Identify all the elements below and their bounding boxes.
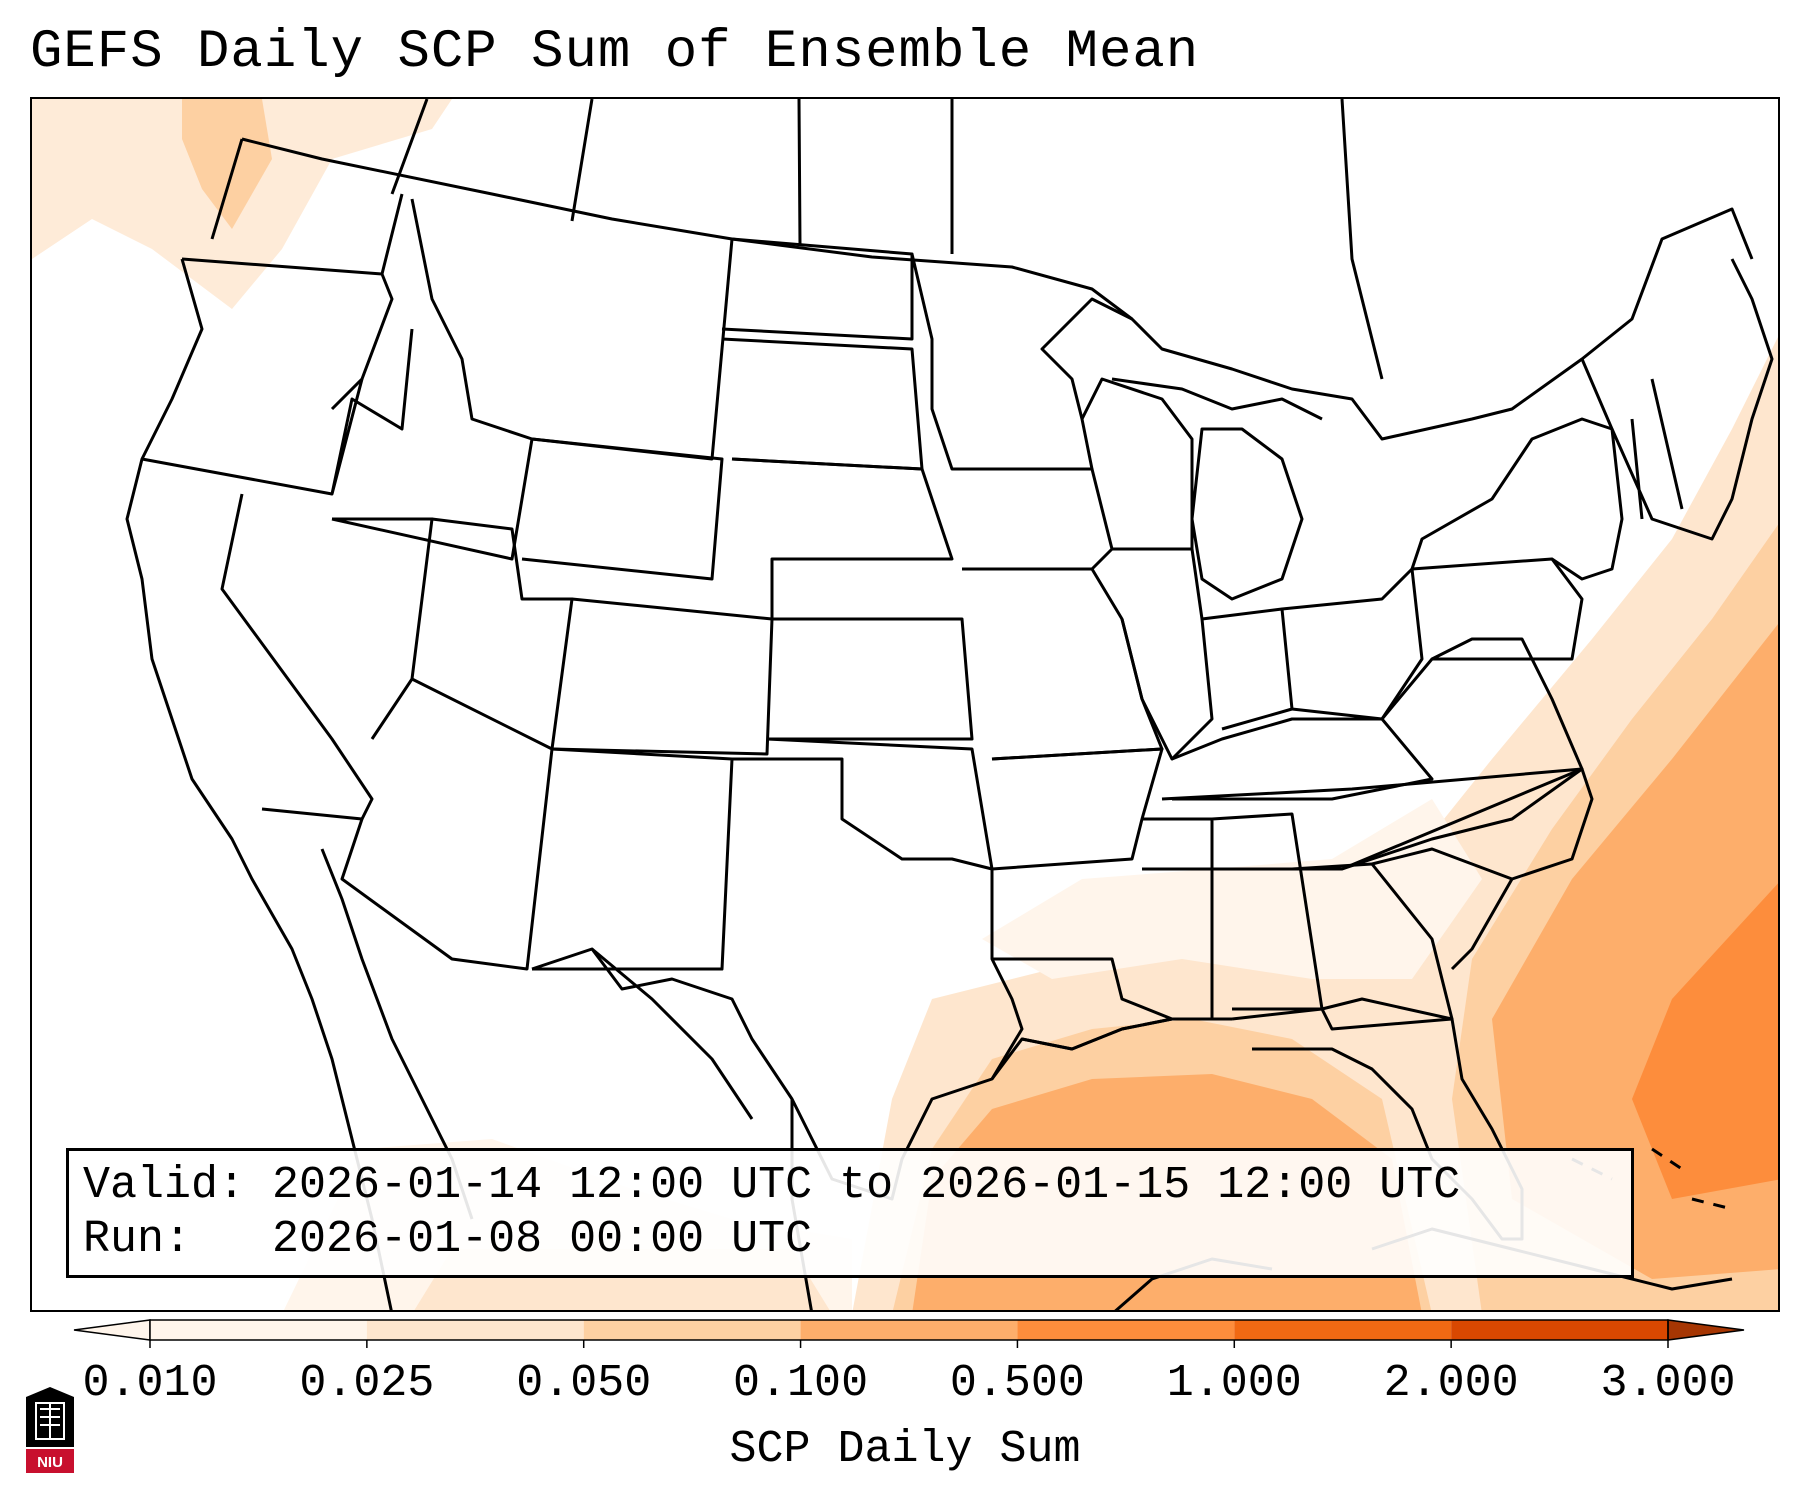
gulf-coast	[990, 1017, 1232, 1080]
oregon-idaho	[141, 328, 414, 496]
valid-label: Valid:	[83, 1160, 246, 1211]
north-carolina	[1341, 767, 1594, 881]
colorbar-segment	[1017, 1320, 1235, 1340]
valid-line: Valid: 2026-01-14 12:00 UTC to 2026-01-1…	[83, 1159, 1617, 1213]
colorbar-segment	[1451, 1320, 1668, 1340]
nebraska	[731, 457, 954, 619]
colorbar-segment	[1234, 1320, 1452, 1340]
kentucky	[1171, 717, 1434, 801]
new-mexico	[532, 747, 734, 971]
michigan	[1190, 427, 1304, 601]
colorbar-ticks	[149, 1340, 1669, 1348]
colorbar-extend-low	[73, 1319, 151, 1341]
us-canada-border	[241, 137, 1754, 441]
logo-banner	[26, 1449, 74, 1473]
colorbar	[73, 1319, 1745, 1348]
run-line: Run: 2026-01-08 00:00 UTC	[83, 1213, 1617, 1267]
colorbar-tick-label: 0.500	[949, 1358, 1085, 1409]
map-panel	[30, 97, 1780, 1312]
colorbar-outline	[149, 1319, 1669, 1341]
scp-area-southeast-faint	[982, 799, 1482, 979]
map-title: GEFS Daily SCP Sum of Ensemble Mean	[30, 22, 1200, 83]
scp-area-pacific-nw-core	[182, 99, 272, 229]
colorbar-segment	[366, 1320, 584, 1340]
kansas	[767, 617, 974, 741]
colorbar-label: SCP Daily Sum	[729, 1424, 1081, 1475]
wyoming-box	[521, 437, 724, 581]
new-york	[1410, 417, 1624, 581]
north-dakota	[721, 237, 914, 341]
nevada-utah	[332, 517, 434, 740]
map-svg	[32, 99, 1778, 1310]
colorbar-tick-label: 0.025	[299, 1358, 435, 1409]
arkansas	[991, 747, 1164, 871]
logo-windows	[40, 1403, 60, 1439]
scp-shading	[32, 99, 1778, 1310]
us-west-coast	[125, 258, 393, 1310]
colorbar-extend-high	[1667, 1319, 1745, 1341]
run-label: Run:	[83, 1214, 192, 1265]
pennsylvania	[1411, 557, 1584, 661]
run-value: 2026-01-08 00:00 UTC	[272, 1214, 813, 1265]
arizona	[340, 677, 554, 971]
colorbar-segment	[800, 1320, 1018, 1340]
colorado-box	[551, 597, 774, 756]
colorbar-tick-label: 2.000	[1383, 1358, 1519, 1409]
idaho-montana	[331, 198, 534, 561]
validity-info-box: Valid: 2026-01-14 12:00 UTC to 2026-01-1…	[66, 1148, 1634, 1278]
colorbar-tick-label: 0.100	[733, 1358, 869, 1409]
colorbar-segment	[150, 1320, 367, 1340]
georgia	[1291, 862, 1454, 1031]
colorbar-tick-label: 0.050	[516, 1358, 652, 1409]
wisconsin	[1080, 377, 1194, 551]
state-boundaries	[125, 99, 1774, 1310]
ohio	[1281, 567, 1424, 721]
oklahoma-line	[766, 737, 994, 870]
utah-colorado	[431, 517, 574, 750]
scp-area-atlantic-max	[1632, 883, 1778, 1199]
illinois	[1112, 547, 1214, 761]
new-england	[1580, 258, 1774, 541]
niu-logo: NIU	[26, 1387, 74, 1473]
logo-text: NIU	[37, 1454, 63, 1471]
montana-wyoming	[531, 238, 734, 461]
washington	[210, 138, 404, 275]
wa-or-line	[181, 257, 394, 411]
south-dakota	[721, 337, 924, 471]
oklahoma-texas	[531, 757, 1024, 1201]
virginia	[1380, 637, 1584, 770]
colorbar-tick-label: 1.000	[1166, 1358, 1302, 1409]
colorbar-tick-label: 3.000	[1600, 1358, 1736, 1409]
valid-value: 2026-01-14 12:00 UTC to 2026-01-15 12:00…	[272, 1160, 1461, 1211]
colorbar-segment	[583, 1320, 801, 1340]
iowa	[952, 467, 1114, 571]
canada-province-lines	[390, 99, 1384, 380]
colorbar-tick-label: 0.010	[82, 1358, 218, 1409]
colorbar-segments	[73, 1319, 1745, 1341]
california-nevada	[220, 493, 374, 821]
indiana	[1201, 607, 1294, 731]
upper-peninsula	[1111, 377, 1323, 421]
minnesota	[910, 253, 1133, 471]
